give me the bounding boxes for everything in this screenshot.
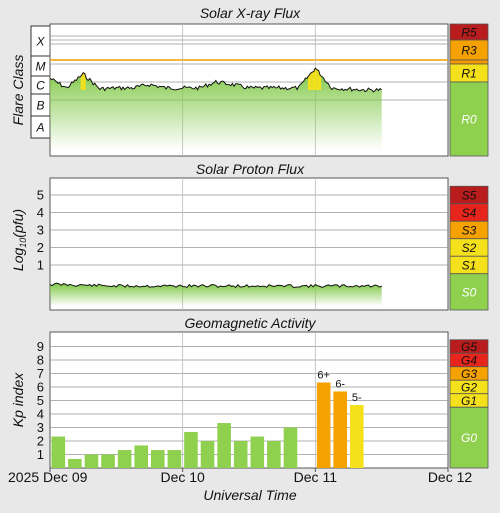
proton-title: Solar Proton Flux bbox=[196, 161, 305, 177]
kp-bar bbox=[233, 441, 248, 468]
proton-scale-label-s2: S2 bbox=[462, 241, 477, 255]
r-scale-label-r5: R5 bbox=[461, 26, 477, 40]
proton-s-scale: S5 S4 S3 S2 S1 S0 bbox=[449, 185, 489, 311]
g-scale-label-g5: G5 bbox=[461, 340, 477, 354]
proton-scale-band bbox=[449, 273, 489, 311]
xray-ylabel: Flare Class bbox=[10, 55, 26, 126]
kp-bar bbox=[267, 441, 281, 468]
g-scale-label-g1: G1 bbox=[461, 394, 477, 408]
kp-tick-9: 9 bbox=[37, 339, 44, 354]
proton-tick-2: 2 bbox=[37, 240, 44, 255]
x-axis-label: Universal Time bbox=[203, 487, 296, 503]
kp-bar bbox=[250, 436, 265, 468]
r-scale-band bbox=[449, 81, 489, 157]
flare-class-a: A bbox=[35, 121, 44, 135]
r-scale-label-r0: R0 bbox=[461, 113, 477, 127]
r-scale-label-r3: R3 bbox=[461, 44, 477, 58]
x-tick-label: Dec 12 bbox=[428, 469, 473, 485]
proton-ylabel: Log10(pfu) bbox=[10, 209, 28, 271]
proton-flux-line bbox=[49, 282, 382, 289]
kp-bar bbox=[84, 454, 99, 468]
kp-tick-7: 7 bbox=[37, 366, 44, 381]
x-tick-label: 2025 Dec 09 bbox=[8, 469, 88, 485]
xray-title: Solar X-ray Flux bbox=[200, 5, 301, 21]
proton-ticks: 5 4 3 2 1 bbox=[37, 188, 44, 273]
kp-bar bbox=[151, 450, 165, 468]
proton-scale-label-s3: S3 bbox=[462, 224, 477, 238]
kp-tick-3: 3 bbox=[37, 420, 44, 435]
geomag-grid bbox=[50, 332, 448, 468]
flare-class-b: B bbox=[36, 99, 44, 113]
flare-class-m: M bbox=[36, 60, 46, 74]
proton-flux-area bbox=[50, 283, 382, 306]
kp-bar bbox=[184, 431, 198, 468]
proton-grid bbox=[50, 178, 448, 310]
x-axis-ticks: 2025 Dec 09 Dec 10 Dec 11 Dec 12 bbox=[8, 468, 472, 485]
proton-scale-label-s5: S5 bbox=[462, 189, 477, 203]
xray-flux-line bbox=[49, 67, 383, 93]
g-scale-label-g0: G0 bbox=[461, 431, 477, 445]
kp-bar bbox=[350, 404, 364, 468]
geomag-plot-area bbox=[49, 331, 449, 469]
proton-tick-5: 5 bbox=[37, 188, 44, 203]
kp-bar bbox=[167, 450, 182, 468]
r-scale-band bbox=[449, 59, 489, 65]
g-scale-band bbox=[449, 406, 489, 469]
kp-tick-8: 8 bbox=[37, 353, 44, 368]
xray-r-scale: R5 R3 R1 R0 bbox=[449, 23, 489, 157]
kp-data-label: 5- bbox=[352, 392, 362, 404]
xray-flux-area bbox=[50, 68, 382, 150]
x-tick-label: Dec 10 bbox=[160, 469, 205, 485]
kp-data-label: 6+ bbox=[317, 370, 330, 382]
flare-class-x: X bbox=[35, 35, 45, 49]
kp-bar bbox=[217, 423, 231, 468]
g-scale-label-g3: G3 bbox=[461, 367, 477, 381]
kp-tick-1: 1 bbox=[37, 447, 44, 462]
kp-tick-4: 4 bbox=[37, 407, 44, 422]
proton-scale-label-s4: S4 bbox=[462, 206, 477, 220]
proton-flux-fill bbox=[50, 283, 382, 306]
g-scale-label-g2: G2 bbox=[461, 381, 477, 395]
proton-tick-4: 4 bbox=[37, 205, 44, 220]
kp-bar bbox=[316, 382, 331, 468]
kp-bar bbox=[117, 450, 132, 468]
kp-bar bbox=[68, 458, 82, 468]
proton-scale-label-s1: S1 bbox=[462, 259, 477, 273]
kp-tick-2: 2 bbox=[37, 434, 44, 449]
kp-tick-5: 5 bbox=[37, 393, 44, 408]
proton-tick-1: 1 bbox=[37, 258, 44, 273]
kp-bar bbox=[200, 441, 215, 468]
xray-flux-fill bbox=[50, 68, 382, 150]
kp-bar bbox=[134, 445, 148, 468]
kp-bar bbox=[333, 391, 347, 468]
kp-bar bbox=[51, 436, 66, 468]
proton-scale-label-s0: S0 bbox=[462, 285, 477, 299]
proton-tick-3: 3 bbox=[37, 223, 44, 238]
kp-bar bbox=[283, 427, 298, 468]
r-scale-label-r1: R1 bbox=[461, 67, 476, 81]
g-scale-label-g4: G4 bbox=[461, 354, 477, 368]
geomag-title: Geomagnetic Activity bbox=[185, 315, 317, 331]
kp-bars: 6+ 6- 5- bbox=[51, 370, 364, 468]
kp-bar bbox=[101, 454, 115, 468]
kp-data-label: 6- bbox=[335, 378, 345, 390]
flare-class-c: C bbox=[36, 79, 45, 93]
x-tick-label: Dec 11 bbox=[294, 469, 338, 485]
geomag-ylabel: Kp index bbox=[10, 372, 26, 427]
kp-tick-6: 6 bbox=[37, 380, 44, 395]
